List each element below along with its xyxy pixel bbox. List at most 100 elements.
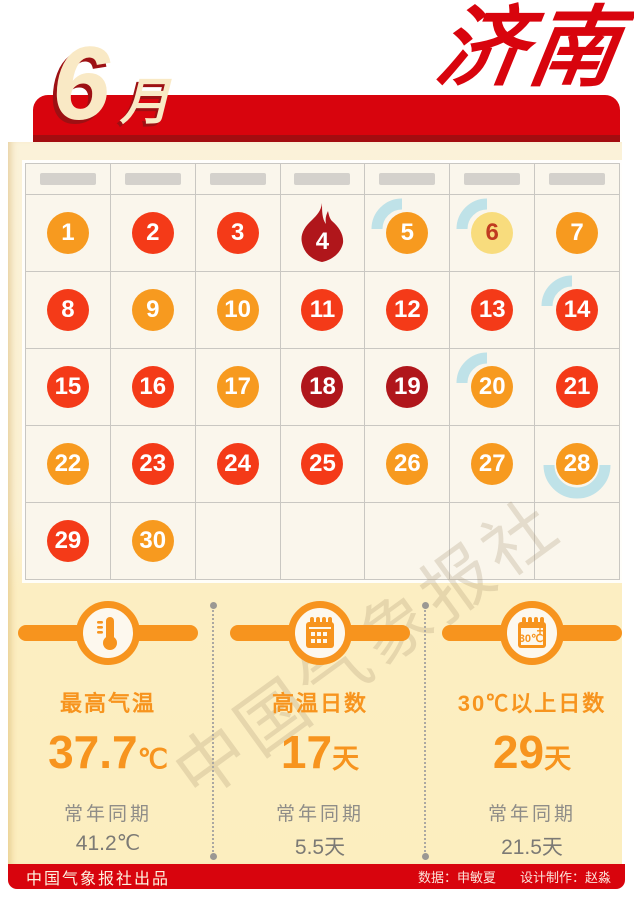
stat-ribbon	[10, 598, 206, 668]
month-label: 月	[119, 74, 170, 130]
day-marker: 25	[301, 443, 344, 485]
day-marker: 6	[456, 198, 514, 254]
rain-arc-icon	[541, 275, 573, 307]
day-cell: 8	[26, 272, 110, 348]
stat-number: 37.7	[48, 726, 138, 778]
icon-plus-text: +	[536, 624, 543, 638]
day-cell: 21	[535, 349, 619, 425]
day-cell: 27	[450, 426, 535, 502]
empty-day-cell	[365, 503, 450, 579]
rain-arc-icon	[371, 198, 403, 230]
day-circle: 13	[471, 289, 514, 331]
day-cell: 24	[195, 426, 280, 502]
day-circle: 10	[216, 289, 259, 331]
day-marker: 22	[46, 443, 89, 485]
weekday-header-cell	[450, 164, 535, 194]
day-marker: 23	[131, 443, 174, 485]
day-circle: 2	[131, 212, 174, 254]
weekday-placeholder-bar	[549, 173, 606, 185]
day-marker: 24	[216, 443, 259, 485]
normal-period-value: 41.2℃	[75, 832, 141, 855]
day-cell: 12	[365, 272, 450, 348]
month-banner	[33, 95, 620, 142]
day-cell: 1	[26, 195, 110, 271]
day-marker: 8	[46, 289, 89, 331]
footer-bar: 中国气象报社出品 数据：申敏夏 设计制作：赵淼	[8, 864, 625, 889]
weekday-placeholder-bar	[379, 173, 436, 185]
day-circle: 25	[301, 443, 344, 485]
rain-arc-icon	[456, 352, 488, 384]
ribbon-circle: 30℃ +	[500, 601, 564, 665]
day-marker: 10	[216, 289, 259, 331]
footer-credit-data: 数据：申敏夏	[417, 870, 496, 885]
empty-day-cell	[195, 503, 280, 579]
footer-credit-design: 设计制作：赵淼	[519, 870, 611, 885]
icon-30c-text: 30℃	[519, 633, 544, 645]
day-marker: 19	[386, 366, 429, 408]
day-circle: 9	[131, 289, 174, 331]
day-cell: 14	[535, 272, 619, 348]
day-marker: 9	[131, 289, 174, 331]
day-circle: 23	[131, 443, 174, 485]
day-cell: 2	[110, 195, 195, 271]
day-cell: 16	[110, 349, 195, 425]
weekday-placeholder-bar	[39, 173, 96, 185]
day-cell: 23	[110, 426, 195, 502]
day-cell: 30	[110, 503, 195, 579]
day-circle: 7	[556, 212, 599, 254]
day-cell: 25	[280, 426, 365, 502]
day-circle: 11	[301, 289, 344, 331]
weekday-header-cell	[110, 164, 195, 194]
day-cell: 15	[26, 349, 110, 425]
day-marker: 29	[46, 520, 89, 562]
day-marker: 27	[471, 443, 514, 485]
day-circle: 21	[556, 366, 599, 408]
weekday-placeholder-bar	[124, 173, 181, 185]
stat-ribbon	[222, 598, 418, 668]
normal-period-label: 常年同期	[63, 804, 152, 825]
day-marker: 7	[556, 212, 599, 254]
day-cell: 9	[110, 272, 195, 348]
day-cell: 22	[26, 426, 110, 502]
day-circle: 5	[386, 212, 429, 254]
day-circle: 28	[556, 443, 599, 485]
day-circle: 20	[471, 366, 514, 408]
day-marker: 2	[131, 212, 174, 254]
day-circle: 14	[556, 289, 599, 331]
day-marker: 12	[386, 289, 429, 331]
day-cell: 10	[195, 272, 280, 348]
footer-credits: 数据：申敏夏 设计制作：赵淼	[418, 867, 611, 886]
stat-title: 30℃以上日数	[457, 691, 607, 716]
day-cell: 11	[280, 272, 365, 348]
weekday-placeholder-bar	[294, 173, 351, 185]
day-circle: 12	[386, 289, 429, 331]
day-cell: 13	[450, 272, 535, 348]
day-marker: 11	[301, 289, 344, 331]
city-title: 济南	[430, 0, 630, 97]
day-marker: 20	[456, 352, 514, 408]
day-marker: 18	[301, 366, 344, 408]
day-cell: 3	[195, 195, 280, 271]
day-circle: 15	[46, 366, 89, 408]
day-circle: 29	[46, 520, 89, 562]
day-cell: 20	[450, 349, 535, 425]
day-marker: 13	[471, 289, 514, 331]
stat-title: 高温日数	[271, 691, 368, 716]
weekday-header-cell	[280, 164, 365, 194]
stat-unit: 天	[332, 744, 360, 774]
stat-number: 29	[492, 726, 545, 778]
day-circle: 30	[131, 520, 174, 562]
flame-day: 4	[295, 203, 349, 263]
stats-divider	[209, 602, 217, 860]
weekday-header-cell	[26, 164, 110, 194]
weekday-header-cell	[195, 164, 280, 194]
calendar-icon	[306, 617, 334, 648]
stat-unit: 天	[544, 744, 572, 774]
stat-title: 最高气温	[59, 691, 156, 716]
stats-divider	[421, 602, 429, 860]
day-cell: 4	[280, 195, 365, 271]
day-marker: 16	[131, 366, 174, 408]
content-sheet: 1 2 3 4 5 6 7 8 9 10 11 12 13 14 15 16 17 18 19 20 21 22 23 24 2…	[8, 142, 622, 864]
